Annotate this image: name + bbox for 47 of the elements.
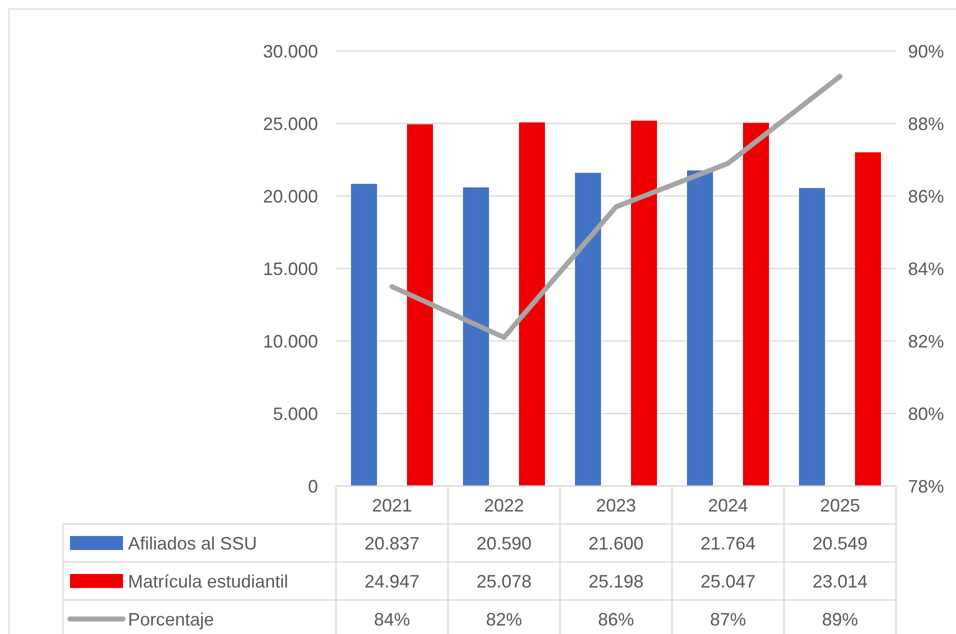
y-tick-label: 15.000 bbox=[262, 258, 318, 279]
y2-tick-label: 78% bbox=[908, 476, 944, 496]
y-tick-label: 10.000 bbox=[262, 331, 318, 352]
bar bbox=[687, 170, 713, 486]
data-label: 21.600 bbox=[588, 533, 644, 554]
data-label: 21.764 bbox=[700, 533, 756, 554]
data-label: 25.198 bbox=[588, 571, 644, 592]
data-label: 87% bbox=[710, 609, 746, 630]
data-label: 25.078 bbox=[476, 571, 532, 592]
y-tick-label: 0 bbox=[308, 476, 318, 496]
legend-label: Porcentaje bbox=[128, 609, 214, 630]
x-tick-label: 2022 bbox=[484, 495, 524, 516]
y2-tick-label: 90% bbox=[908, 41, 944, 62]
y2-tick-label: 88% bbox=[908, 114, 944, 134]
data-label: 20.549 bbox=[812, 533, 868, 554]
y2-tick-label: 86% bbox=[908, 186, 944, 206]
legend-label: Afiliados al SSU bbox=[128, 533, 258, 554]
bar bbox=[855, 152, 881, 486]
data-label: 23.014 bbox=[812, 571, 868, 592]
data-label: 89% bbox=[822, 609, 858, 630]
bar bbox=[799, 188, 825, 486]
data-label: 24.947 bbox=[364, 571, 420, 592]
bar bbox=[743, 122, 769, 486]
data-label: 20.590 bbox=[476, 533, 532, 554]
y2-tick-label: 84% bbox=[908, 258, 944, 279]
y2-tick-label: 82% bbox=[908, 331, 944, 352]
data-label: 84% bbox=[374, 609, 410, 630]
y-tick-label: 30.000 bbox=[262, 41, 318, 62]
data-label: 82% bbox=[486, 609, 522, 630]
bar bbox=[631, 120, 657, 486]
x-tick-label: 2021 bbox=[372, 495, 412, 516]
bar bbox=[463, 187, 489, 486]
bar bbox=[575, 172, 601, 486]
x-tick-label: 2023 bbox=[596, 495, 636, 516]
y-tick-label: 20.000 bbox=[262, 186, 318, 206]
bar bbox=[351, 184, 377, 486]
legend-label: Matrícula estudiantil bbox=[128, 571, 288, 592]
y2-tick-label: 80% bbox=[908, 404, 944, 424]
x-tick-label: 2024 bbox=[708, 495, 748, 516]
x-tick-label: 2025 bbox=[820, 495, 860, 516]
y-tick-label: 25.000 bbox=[262, 114, 318, 134]
y-tick-label: 5.000 bbox=[272, 404, 318, 424]
data-label: 86% bbox=[598, 609, 634, 630]
bar bbox=[519, 122, 545, 486]
bar bbox=[407, 124, 433, 486]
data-label: 25.047 bbox=[700, 571, 756, 592]
data-label: 20.837 bbox=[364, 533, 420, 554]
